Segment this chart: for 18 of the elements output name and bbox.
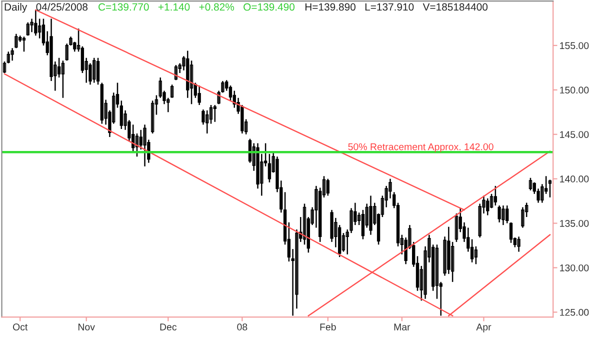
y-tick-label: 140.00: [560, 176, 589, 182]
x-tick-label: Dec: [160, 324, 177, 330]
chart-subtitle: C=139.770 +1.140 +0.82% O=139.490: [98, 3, 295, 11]
x-tick-label: 08: [237, 324, 248, 330]
x-tick-label: Nov: [78, 324, 95, 330]
ref-line-label: 50% Retracement Approx. 142.00: [348, 143, 494, 152]
y-tick-label: 130.00: [560, 264, 589, 272]
y-tick-label: 125.00: [560, 308, 589, 316]
y-tick-label: 135.00: [560, 220, 589, 227]
y-tick-label: 145.00: [560, 131, 589, 138]
x-tick-label: Oct: [13, 324, 28, 330]
y-tick-label: 150.00: [560, 86, 589, 94]
x-tick-label: Apr: [476, 324, 492, 332]
x-tick-label: Feb: [320, 323, 336, 330]
annotation: H=139.890 L=137.910 V=185184400: [305, 3, 488, 11]
y-tick-label: 155.00: [560, 42, 589, 50]
x-tick-label: Mar: [394, 324, 410, 330]
chart-title: Daily 04/25/2008: [4, 3, 88, 13]
